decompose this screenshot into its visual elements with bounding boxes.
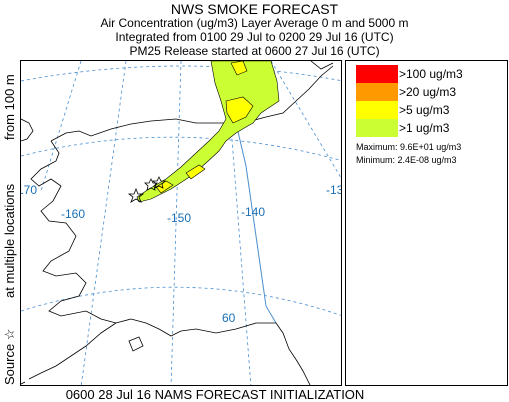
plume-over-5-c — [185, 164, 206, 180]
source-markers — [127, 176, 166, 203]
integration-period: Integrated from 0100 29 Jul to 0200 29 J… — [115, 30, 394, 44]
legend-swatch-red — [356, 65, 398, 83]
lat-label-60: 60 — [222, 311, 236, 325]
lon-label-170: -170 — [21, 183, 38, 197]
source-star-2 — [144, 178, 158, 191]
legend-entry-1: >1 ug/m3 — [356, 119, 506, 137]
legend-swatch-orange — [356, 83, 398, 101]
smoke-plume — [136, 61, 280, 203]
west-coast — [30, 140, 132, 324]
concentration-subtitle: Air Concentration (ug/m3) Layer Average … — [100, 16, 409, 30]
lon-label-160: -160 — [61, 207, 86, 221]
kodiak-island — [128, 336, 144, 352]
siberia-coast — [21, 118, 34, 142]
chart-title: NWS SMOKE FORECAST — [170, 1, 339, 17]
map-svg — [21, 61, 341, 385]
source-star-1 — [127, 187, 145, 203]
source-symbol-label: Source ☆ — [2, 328, 17, 385]
plume-over-5-a — [225, 96, 254, 124]
parallel-80 — [21, 65, 341, 82]
meridian-150 — [170, 61, 182, 385]
lon-label-130: -130 — [326, 183, 341, 197]
border-line — [235, 122, 277, 324]
legend-label-100: >100 ug/m3 — [399, 67, 463, 81]
source-height-label: from 100 m — [2, 74, 17, 140]
lon-label-150: -150 — [167, 211, 192, 225]
canada-arctic — [310, 61, 334, 70]
legend-entry-5: >5 ug/m3 — [356, 101, 506, 119]
lon-label-140: -140 — [241, 205, 266, 219]
legend-entry-100: >100 ug/m3 — [356, 65, 506, 83]
release-start: PM25 Release started at 0600 27 Jul 16 (… — [129, 44, 380, 58]
maximum-value: Maximum: 9.6E+01 ug/m3 — [356, 142, 462, 152]
source-star-3 — [152, 176, 166, 189]
legend-entry-20: >20 ug/m3 — [356, 83, 506, 101]
legend-label-5: >5 ug/m3 — [399, 103, 450, 117]
meridian-170 — [40, 61, 82, 192]
legend-panel: >100 ug/m3 >20 ug/m3 >5 ug/m3 >1 ug/m3 M… — [345, 60, 508, 386]
meridian-130 — [270, 61, 341, 179]
legend-swatch-green — [356, 119, 398, 137]
meridian-160 — [80, 61, 127, 385]
plume-over-1 — [136, 61, 280, 203]
parallel-60 — [21, 286, 341, 316]
plume-over-5-b — [230, 61, 248, 76]
legend-label-1: >1 ug/m3 — [399, 121, 450, 135]
south-coast — [130, 318, 311, 385]
multiple-locations-label: at multiple locations — [2, 183, 17, 298]
minimum-value: Minimum: 2.4E-08 ug/m3 — [356, 155, 457, 165]
legend-label-20: >20 ug/m3 — [399, 85, 457, 99]
aleutians — [21, 381, 26, 385]
map-panel: -170 -160 -150 -140 -130 60 — [20, 60, 342, 386]
forecast-initialization: 0600 28 Jul 16 NAMS FORECAST INITIALIZAT… — [65, 387, 365, 402]
coastline — [21, 61, 334, 385]
alaska-peninsula — [28, 322, 117, 380]
legend-swatch-yellow — [356, 101, 398, 119]
parallel-70 — [21, 136, 341, 161]
arctic-coast — [50, 65, 334, 142]
